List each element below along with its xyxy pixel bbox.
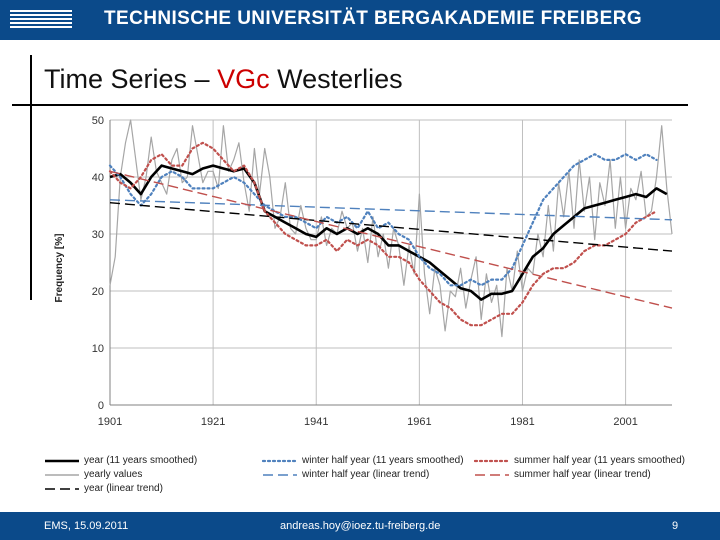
x-tick-label: 2001 bbox=[613, 416, 637, 428]
y-tick-label: 40 bbox=[92, 172, 104, 184]
legend-swatch bbox=[263, 473, 297, 476]
title-highlight: VGc bbox=[217, 64, 270, 94]
legend-item-yearly: yearly values bbox=[44, 469, 142, 480]
legend-label: summer half year (linear trend) bbox=[514, 469, 651, 480]
chart-plot-area bbox=[108, 119, 673, 338]
legend-item-summer_smooth: summer half year (11 years smoothed) bbox=[474, 455, 685, 466]
footer-date: EMS, 15.09.2011 bbox=[44, 520, 129, 532]
footer-bar: EMS, 15.09.2011 andreas.hoy@ioez.tu-frei… bbox=[0, 512, 720, 540]
header-bar: TECHNISCHE UNIVERSITÄT BERGAKADEMIE FREI… bbox=[0, 0, 720, 40]
legend-label: winter half year (linear trend) bbox=[302, 469, 430, 480]
slide-title: Time Series – VGc Westerlies bbox=[44, 64, 403, 95]
series-summer_smooth bbox=[108, 141, 658, 327]
legend-label: summer half year (11 years smoothed) bbox=[514, 455, 685, 466]
legend-item-year_trend: year (linear trend) bbox=[44, 483, 163, 494]
title-vertical-rule bbox=[30, 55, 32, 300]
title-horizontal-rule bbox=[12, 104, 688, 106]
time-series-chart: 0 10 20 30 40 50 1901 1921 1941 1961 1981 2001 Freq… bbox=[54, 115, 673, 428]
series-winter_trend bbox=[109, 199, 673, 221]
legend-swatch bbox=[262, 459, 298, 462]
y-tick-label: 0 bbox=[98, 400, 104, 412]
legend-swatch bbox=[45, 473, 79, 476]
title-prefix: Time Series – bbox=[44, 64, 218, 94]
legend-item-summer_trend: summer half year (linear trend) bbox=[474, 469, 651, 480]
chart-legend: year (11 years smoothed) yearly values yea… bbox=[44, 455, 694, 505]
footer-email: andreas.hoy@ioez.tu-freiberg.de bbox=[280, 520, 441, 532]
x-tick-label: 1921 bbox=[201, 416, 225, 428]
x-tick-label: 1901 bbox=[98, 416, 122, 428]
y-tick-label: 20 bbox=[92, 286, 104, 298]
chart-axes: 0 10 20 30 40 50 1901 1921 1941 1961 1981 2001 bbox=[92, 115, 672, 428]
series-summer_trend bbox=[109, 170, 673, 309]
page-number: 9 bbox=[672, 520, 679, 532]
series-year_trend bbox=[109, 202, 673, 252]
university-name: TECHNISCHE UNIVERSITÄT BERGAKADEMIE FREI… bbox=[104, 8, 643, 29]
y-axis-label: Frequency [%] bbox=[54, 234, 65, 303]
x-tick-label: 1981 bbox=[510, 416, 534, 428]
series-winter_smooth bbox=[108, 153, 658, 287]
legend-swatch bbox=[45, 459, 79, 462]
legend-item-winter_trend: winter half year (linear trend) bbox=[262, 469, 429, 480]
legend-label: yearly values bbox=[84, 469, 143, 480]
title-suffix: Westerlies bbox=[269, 64, 403, 94]
legend-swatch bbox=[45, 487, 79, 490]
x-tick-label: 1961 bbox=[407, 416, 431, 428]
series-year_smooth bbox=[109, 164, 668, 301]
series-yearly bbox=[109, 119, 673, 338]
y-tick-label: 30 bbox=[92, 229, 104, 241]
legend-label: year (11 years smoothed) bbox=[84, 455, 198, 466]
legend-swatch bbox=[474, 459, 510, 462]
legend-item-winter_smooth: winter half year (11 years smoothed) bbox=[262, 455, 464, 466]
university-logo-stripes bbox=[10, 10, 72, 30]
y-tick-label: 10 bbox=[92, 343, 104, 355]
legend-label: winter half year (11 years smoothed) bbox=[302, 455, 464, 466]
x-tick-label: 1941 bbox=[304, 416, 328, 428]
legend-swatch bbox=[475, 473, 509, 476]
legend-label: year (linear trend) bbox=[84, 483, 163, 494]
y-tick-label: 50 bbox=[92, 115, 104, 127]
chart-grid bbox=[109, 119, 672, 406]
legend-item-year_smooth: year (11 years smoothed) bbox=[44, 455, 197, 466]
